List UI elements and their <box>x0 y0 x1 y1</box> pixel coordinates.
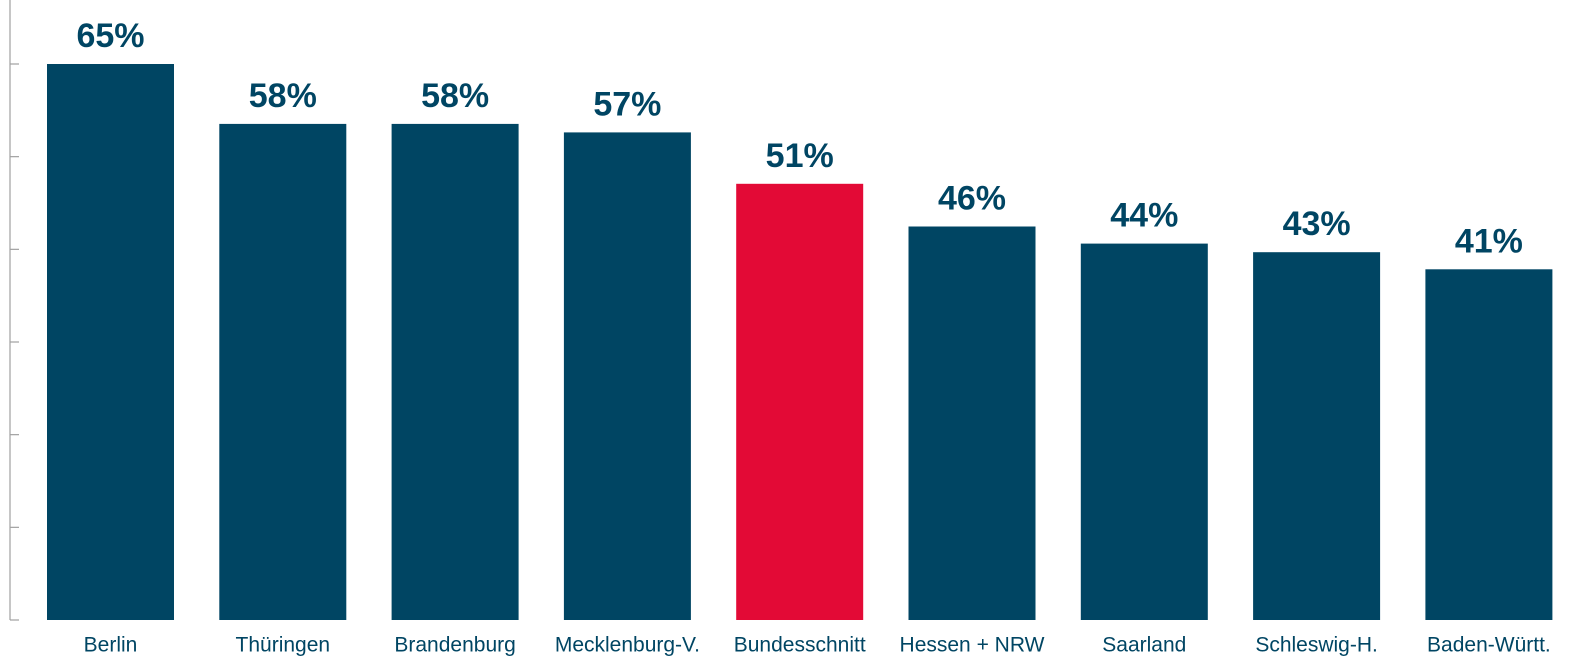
category-label: Baden-Württ. <box>1427 634 1551 657</box>
value-label: 65% <box>76 17 144 55</box>
bar <box>908 226 1036 620</box>
bar <box>1425 269 1553 620</box>
value-label: 44% <box>1110 197 1178 235</box>
bar <box>1080 243 1208 620</box>
bar <box>47 64 174 620</box>
category-label: Schleswig-H. <box>1255 634 1378 657</box>
value-label: 43% <box>1283 205 1351 243</box>
bars <box>47 64 1553 621</box>
value-label: 58% <box>421 77 489 115</box>
category-label: Hessen + NRW <box>900 634 1045 657</box>
category-label: Thüringen <box>236 634 331 657</box>
category-label: Saarland <box>1102 634 1186 657</box>
bar <box>391 123 519 621</box>
category-labels: Berlin Thüringen Brandenburg Mecklenburg-V.… <box>84 634 1551 657</box>
bar-highlight <box>736 183 864 621</box>
value-label: 51% <box>766 137 834 175</box>
bar <box>1253 252 1381 620</box>
value-label: 41% <box>1455 222 1523 260</box>
category-label: Mecklenburg-V. <box>555 634 700 657</box>
category-label: Berlin <box>84 634 138 657</box>
value-labels: 65% 58% 58% 57% 51% 46% 44% 43% 41% <box>76 17 1522 260</box>
category-label: Bundesschnitt <box>734 634 866 657</box>
category-label: Brandenburg <box>394 634 515 657</box>
y-axis <box>9 0 19 621</box>
value-label: 58% <box>249 77 317 115</box>
value-label: 46% <box>938 180 1006 218</box>
value-label: 57% <box>593 85 661 123</box>
bar <box>563 132 691 620</box>
bar <box>219 123 347 621</box>
